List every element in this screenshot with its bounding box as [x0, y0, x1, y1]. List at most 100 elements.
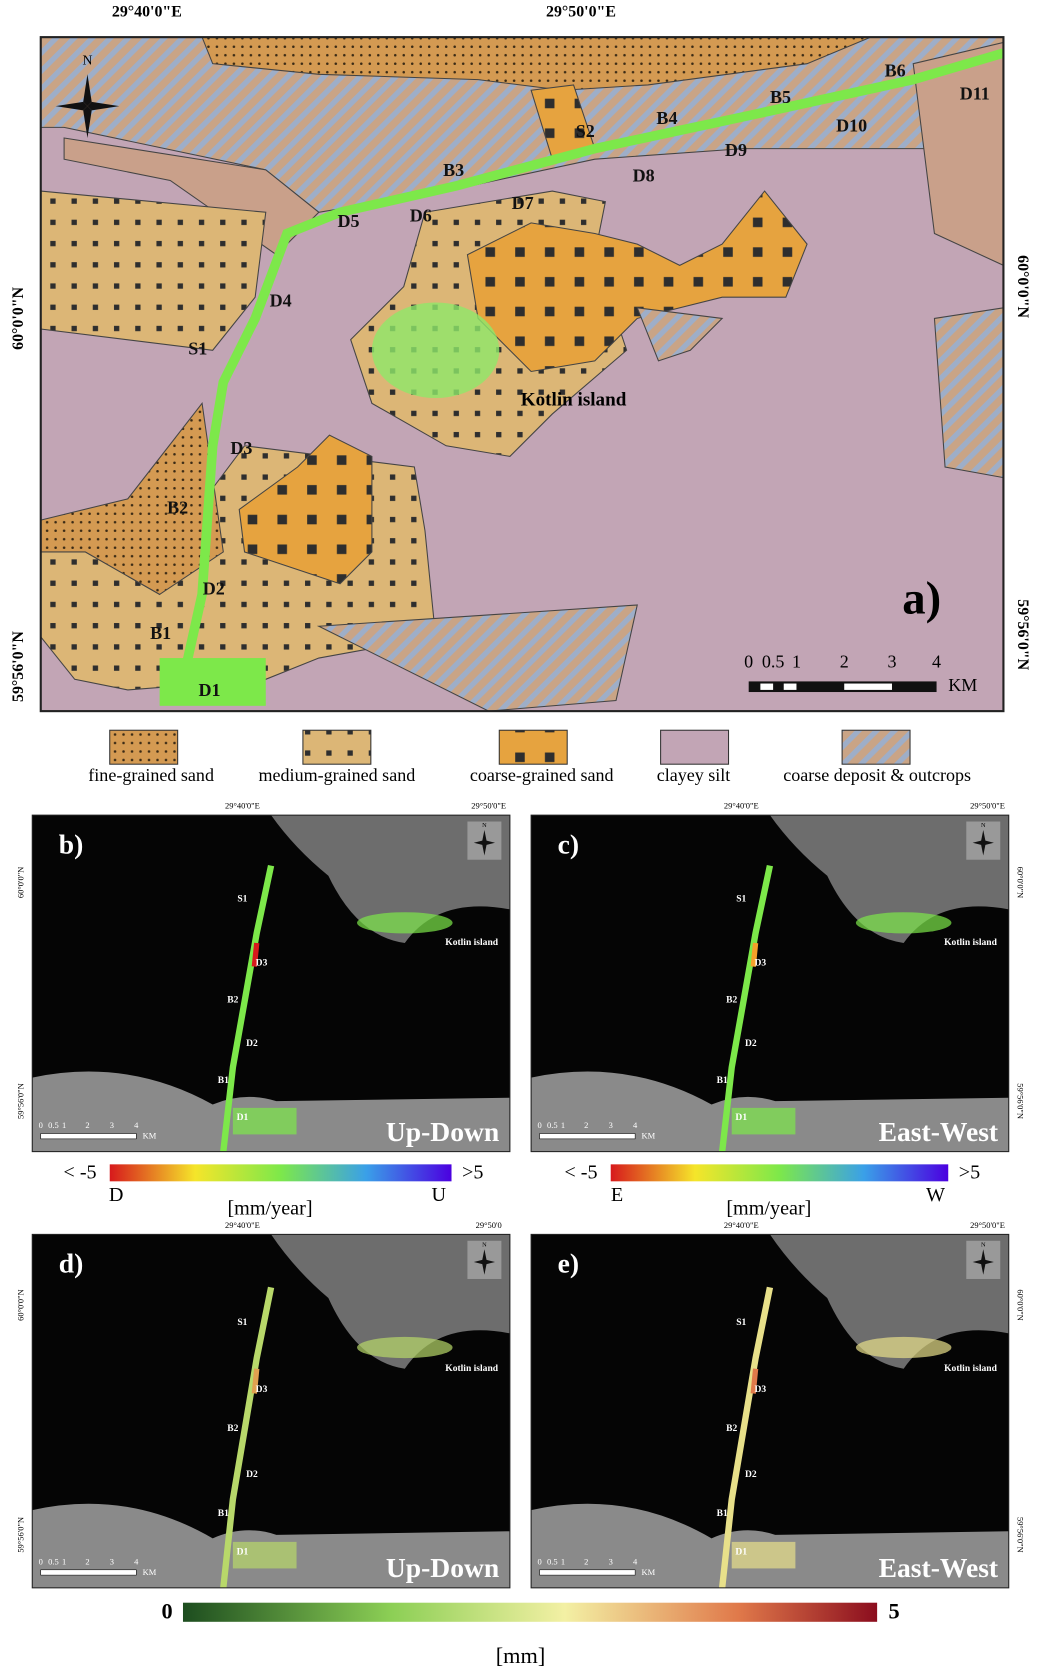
scale-bar-segment — [784, 684, 797, 690]
north-label: N — [482, 822, 487, 829]
colorbar-min: < -5 — [564, 1162, 597, 1184]
site-label: B5 — [770, 87, 791, 107]
site-label: D2 — [203, 578, 225, 598]
scale-bar-segment — [844, 684, 892, 690]
legend-label: coarse-grained sand — [470, 765, 614, 785]
scale-label: 0.5 — [547, 1556, 558, 1566]
lat-label: 59°56'0"N — [1014, 599, 1031, 670]
colorbar-dir: U — [431, 1184, 446, 1206]
lon-label: 29°50'0"E — [970, 801, 1005, 811]
place-label: Kotlin island — [445, 1363, 498, 1374]
site-label: D3 — [256, 1384, 268, 1395]
site-label: D2 — [745, 1469, 757, 1480]
legend-label: medium-grained sand — [259, 765, 416, 785]
scale-label: 3 — [110, 1556, 114, 1566]
site-label: D6 — [410, 206, 432, 226]
site-label: B1 — [218, 1075, 229, 1086]
north-label: N — [981, 1241, 986, 1248]
scale-unit: KM — [143, 1131, 157, 1141]
place-label: Kotlin island — [445, 937, 498, 948]
hatch-area — [934, 308, 1003, 478]
scale-bar — [540, 1134, 636, 1139]
legend-label: coarse deposit & outcrops — [783, 765, 971, 785]
lat-label: 59°56'0"N — [16, 1517, 26, 1553]
site-label: D5 — [338, 211, 360, 231]
medium-sand-area — [41, 191, 266, 350]
scale-label: 3 — [609, 1120, 613, 1130]
lat-label: 60°0'0"N — [1014, 255, 1031, 318]
page-body: {"map_a": {"label": "a)", "north": "N", … — [0, 0, 1041, 1677]
site-label: S1 — [188, 338, 207, 358]
colorbar-min: 0 — [161, 1598, 172, 1623]
lon-label: 29°50'0 — [476, 1220, 502, 1230]
site-label: D2 — [745, 1038, 757, 1049]
scale-label: 0.5 — [547, 1120, 558, 1130]
lon-label: 29°40'0"E — [225, 801, 260, 811]
colorbar-unit: [mm/year] — [726, 1198, 811, 1220]
lat-label: 59°56'0"N — [1015, 1083, 1025, 1119]
scale-label: 4 — [134, 1120, 139, 1130]
legend-swatch — [110, 730, 178, 764]
scale-label: 2 — [584, 1556, 588, 1566]
site-label: B2 — [726, 994, 737, 1005]
lon-label: 29°40'0"E — [724, 801, 759, 811]
site-label: D1 — [198, 680, 220, 700]
page: Geological map and deformation panels ht… — [0, 0, 1041, 1677]
lat-label: 59°56'0"N — [16, 1083, 26, 1119]
site-label: B1 — [717, 1508, 728, 1519]
site-label: D4 — [270, 291, 292, 311]
scale-bar — [749, 681, 937, 692]
kotlin-points — [357, 1337, 453, 1358]
scale-label: 0 — [744, 652, 753, 672]
scale-label: 2 — [584, 1120, 588, 1130]
scale-label: 4 — [932, 652, 941, 672]
scale-label: 3 — [887, 652, 896, 672]
place-label: Kotlin island — [944, 937, 997, 948]
colorbar — [611, 1164, 949, 1181]
scale-label: 4 — [633, 1120, 638, 1130]
site-label: D10 — [836, 116, 867, 136]
site-label: D2 — [246, 1469, 258, 1480]
panel-label: e) — [558, 1248, 579, 1279]
legend-label: clayey silt — [657, 765, 731, 785]
site-label: B4 — [656, 108, 677, 128]
scale-bar — [41, 1570, 137, 1575]
site-label: D1 — [237, 1547, 249, 1558]
lon-label: 29°40'0"E — [112, 3, 182, 20]
scale-label: 1 — [561, 1120, 565, 1130]
colorbar-dir: E — [611, 1184, 623, 1206]
site-label: D7 — [512, 193, 534, 213]
lon-label: 29°50'0"E — [546, 3, 616, 20]
colorbar-unit: [mm/year] — [227, 1198, 312, 1220]
component-label: Up-Down — [386, 1116, 499, 1147]
lat-label: 59°56'0"N — [10, 631, 27, 702]
kotlin-points — [357, 912, 453, 933]
scale-label: 0.5 — [48, 1120, 59, 1130]
site-label: D3 — [256, 957, 268, 968]
site-label: B1 — [717, 1075, 728, 1086]
site-label: B1 — [218, 1508, 229, 1519]
legend-swatch — [661, 730, 729, 764]
site-label: S2 — [576, 121, 595, 141]
scale-label: 4 — [134, 1556, 139, 1566]
scale-label: 0 — [39, 1556, 43, 1566]
colorbar-unit: [mm] — [496, 1643, 545, 1668]
north-label: N — [482, 1241, 487, 1248]
scale-label: 4 — [633, 1556, 638, 1566]
panel-label: c) — [558, 828, 579, 859]
site-label: D11 — [960, 84, 990, 104]
site-label: B2 — [227, 994, 238, 1005]
scale-label: 0.5 — [762, 652, 785, 672]
kotlin-points — [856, 912, 952, 933]
scale-bar — [41, 1134, 137, 1139]
colorbar-min: < -5 — [63, 1162, 96, 1184]
scale-bar-segment — [760, 684, 773, 690]
scale-label: 2 — [85, 1120, 89, 1130]
scale-label: 0 — [537, 1556, 541, 1566]
place-label: Kotlin island — [944, 1363, 997, 1374]
component-label: East-West — [879, 1116, 999, 1147]
scale-bar — [540, 1570, 636, 1575]
